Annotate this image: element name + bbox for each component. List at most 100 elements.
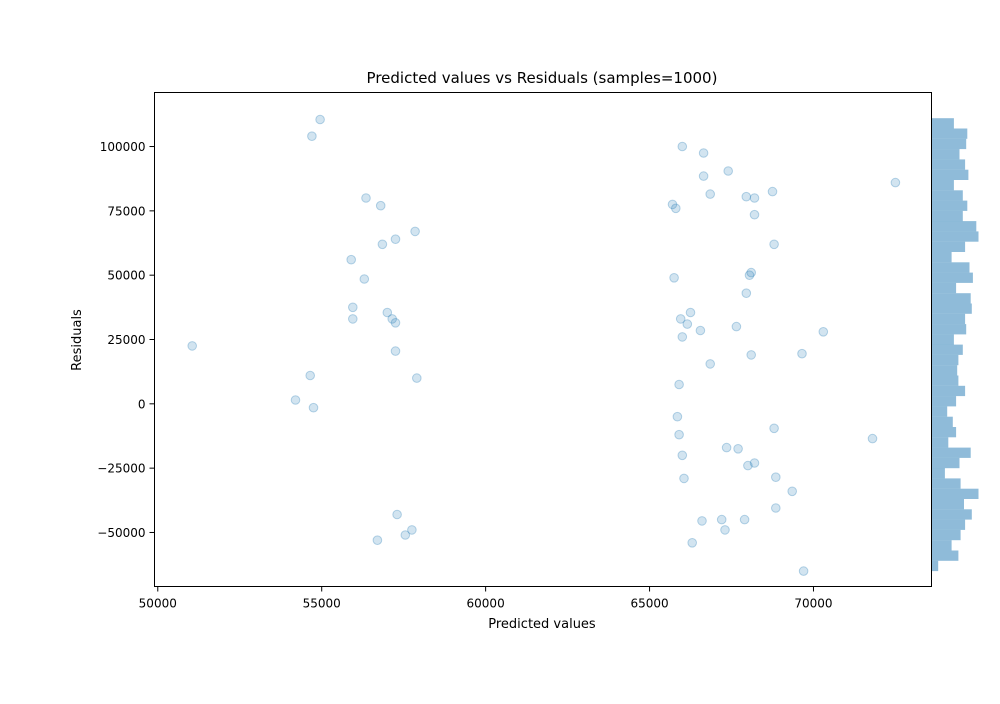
histogram-bar: [931, 365, 958, 376]
histogram-bar: [931, 169, 969, 180]
histogram-bar: [931, 509, 972, 520]
histogram-bar: [931, 416, 953, 427]
scatter-point: [720, 525, 730, 535]
scatter-point: [739, 514, 750, 525]
scatter-point: [390, 318, 401, 328]
scatter-point: [698, 171, 709, 181]
histogram-bar: [931, 231, 979, 242]
scatter-point: [695, 325, 706, 336]
scatter-point: [677, 141, 688, 152]
scatter-point: [677, 332, 688, 342]
scatter-point: [305, 370, 316, 381]
scatter-point: [733, 444, 743, 454]
scatter-point: [390, 346, 401, 356]
y-tick-label: 75000: [107, 204, 145, 218]
histogram-bar: [931, 293, 971, 304]
scatter-point: [890, 177, 901, 188]
scatter-point: [716, 514, 727, 525]
scatter-point: [359, 274, 370, 284]
histogram-bar: [931, 282, 957, 294]
scatter-point: [798, 566, 809, 576]
scatter-point: [682, 319, 693, 329]
histogram-bar: [931, 437, 949, 448]
histogram-bar: [931, 159, 966, 170]
scatter-point: [290, 395, 301, 405]
x-tick-label: 50000: [139, 597, 177, 611]
histogram-bar: [931, 303, 972, 314]
scatter-point: [410, 226, 420, 237]
scatter-point: [392, 509, 402, 520]
histogram-bar: [931, 488, 979, 499]
scatter-point: [667, 199, 678, 210]
histogram-bar: [931, 334, 954, 345]
scatter-point: [669, 273, 679, 283]
histogram-bar: [931, 221, 977, 232]
x-axis-label: Predicted values: [488, 617, 596, 632]
y-tick-label: 0: [138, 397, 146, 411]
scatter-point: [787, 486, 798, 497]
histogram-bar: [931, 529, 961, 541]
scatter-point: [769, 239, 779, 250]
scatter-point: [672, 411, 683, 422]
scatter-point: [412, 373, 422, 383]
histogram-bar: [931, 427, 957, 438]
histogram-bar: [931, 252, 952, 263]
scatter-point: [744, 270, 755, 281]
x-axis: 50000 55000 60000 65000 70000: [139, 586, 833, 611]
scatter-point: [315, 114, 325, 125]
scatter-point: [749, 458, 760, 468]
histogram-bar: [931, 560, 939, 572]
scatter-point: [675, 314, 686, 324]
histogram-bar: [931, 354, 959, 366]
scatter-point: [698, 148, 709, 158]
scatter-point: [377, 239, 388, 250]
histogram-bar: [931, 118, 954, 129]
scatter-point: [867, 433, 878, 444]
histogram-bar: [931, 519, 966, 530]
scatter-point: [746, 350, 757, 360]
chart-title: Predicted values vs Residuals (samples=1…: [367, 69, 718, 87]
scatter-point: [674, 429, 684, 440]
scatter-point: [400, 530, 411, 540]
scatter-point: [307, 131, 317, 141]
plot-frame: [154, 92, 932, 587]
histogram-bar: [931, 375, 959, 386]
marginal-histogram: [931, 118, 979, 572]
histogram-bar: [931, 324, 967, 335]
y-tick-label: 100000: [100, 140, 146, 154]
scatter-point: [767, 186, 778, 197]
scatter-point: [771, 472, 781, 483]
scatter-point: [348, 302, 358, 313]
plot-area: [187, 114, 901, 576]
x-tick-label: 60000: [467, 597, 505, 611]
scatter-point: [361, 193, 371, 203]
histogram-bar: [931, 200, 968, 211]
histogram-bar: [931, 499, 964, 510]
scatter-point: [346, 254, 357, 265]
scatter-point: [375, 200, 386, 211]
scatter-point: [382, 307, 393, 318]
histogram-bar: [931, 540, 952, 551]
scatter-point: [731, 321, 742, 332]
y-tick-label: 25000: [107, 333, 145, 347]
scatter-point: [187, 341, 197, 351]
scatter-point: [372, 535, 383, 546]
scatter-point: [749, 193, 760, 203]
scatter-point: [741, 191, 752, 202]
scatter-point: [685, 307, 696, 318]
scatter-point: [741, 288, 752, 299]
scatter-point: [723, 166, 734, 176]
scatter-point: [674, 379, 684, 390]
scatter-point: [797, 348, 807, 359]
x-tick-label: 65000: [630, 597, 668, 611]
histogram-bar: [931, 457, 960, 469]
scatter-point: [818, 327, 829, 337]
scatter-point: [390, 234, 401, 244]
y-axis: −50000 −25000 0 25000 50000 75000 100000: [97, 140, 155, 540]
histogram-bar: [931, 344, 963, 355]
histogram-bar: [931, 190, 963, 201]
histogram-bar: [931, 262, 970, 273]
histogram-bar: [931, 272, 973, 283]
